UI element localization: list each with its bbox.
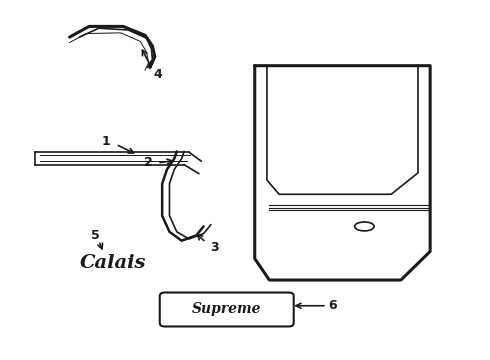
Text: 1: 1: [102, 135, 111, 148]
Text: Supreme: Supreme: [192, 302, 261, 316]
Text: 6: 6: [328, 299, 337, 312]
Text: 5: 5: [91, 229, 99, 242]
FancyBboxPatch shape: [160, 293, 294, 327]
Text: 3: 3: [211, 240, 219, 254]
Text: 4: 4: [154, 68, 163, 81]
Text: Calais: Calais: [80, 254, 147, 272]
Text: 2: 2: [144, 156, 153, 168]
